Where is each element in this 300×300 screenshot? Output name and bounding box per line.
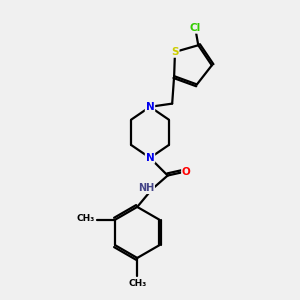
- Text: CH₃: CH₃: [76, 214, 94, 223]
- Text: NH: NH: [138, 183, 154, 193]
- Text: S: S: [171, 47, 179, 57]
- Text: Cl: Cl: [190, 23, 201, 33]
- Text: N: N: [146, 102, 154, 112]
- Text: N: N: [146, 153, 154, 163]
- Text: O: O: [182, 167, 191, 177]
- Text: CH₃: CH₃: [128, 279, 146, 288]
